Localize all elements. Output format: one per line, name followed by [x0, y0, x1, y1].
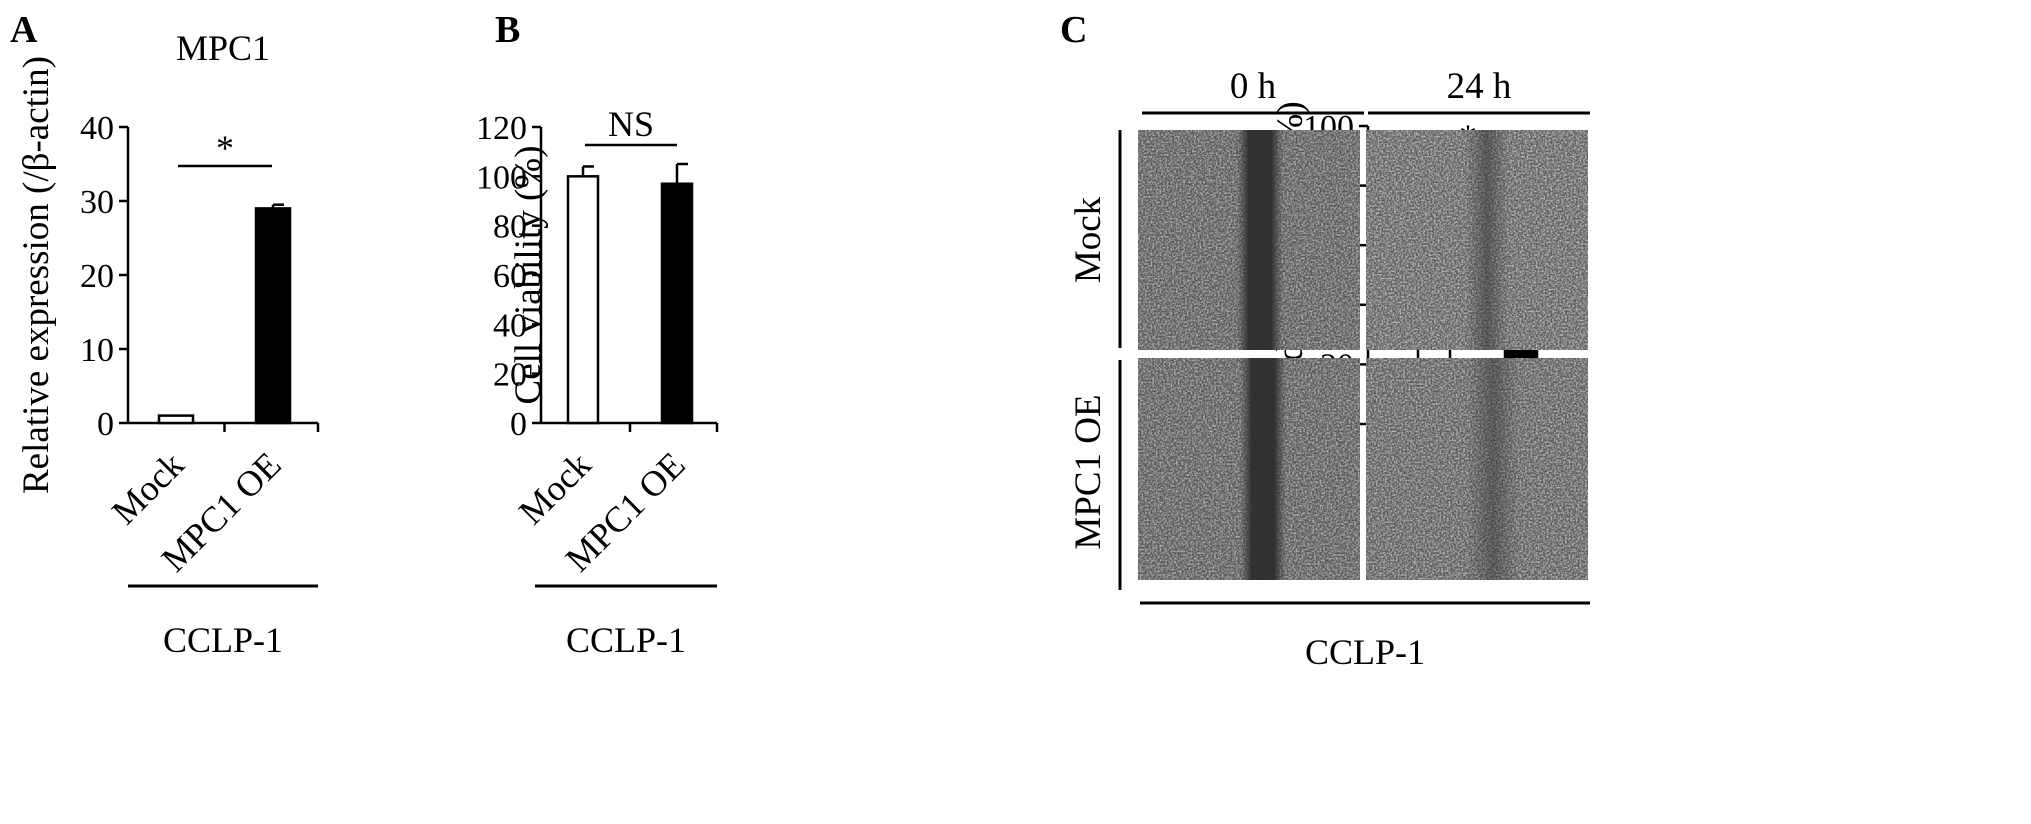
micrograph-mpc1-oe-0h [1138, 358, 1360, 580]
bar-mock [157, 414, 195, 425]
y-tick-label: 40 [493, 307, 527, 344]
bar-mpc1-oe [660, 182, 694, 425]
wound-healing-micrographs: 0 h 24 h Mock MPC1 OE CCLP- [1068, 66, 1590, 672]
y-tick-label: 100 [476, 159, 527, 196]
category-label: Mock [511, 444, 599, 532]
chart-a: 0 10 20 30 40 Relative expression (/β-actin) M… [16, 28, 320, 660]
column-label-24h: 24 h [1447, 66, 1512, 107]
y-tick-label: 20 [80, 258, 114, 295]
chart-title: MPC1 [176, 28, 270, 68]
y-tick-label: 60 [493, 258, 527, 295]
bar-mock [566, 175, 600, 425]
y-tick-label: 0 [97, 406, 114, 443]
y-tick-label: 30 [80, 184, 114, 221]
category-label: Mock [104, 444, 192, 532]
group-label: CCLP-1 [163, 620, 283, 660]
y-tick-label: 0 [510, 406, 527, 443]
micrograph-group-label: CCLP-1 [1305, 632, 1425, 672]
y-tick-label: 80 [493, 209, 527, 246]
y-tick-label: 40 [80, 110, 114, 147]
panel-a-label: A [10, 9, 38, 51]
significance-label: NS [608, 104, 654, 144]
column-label-0h: 0 h [1230, 66, 1277, 107]
significance-label: * [216, 128, 234, 168]
micrograph-mock-24h [1366, 130, 1588, 350]
y-axis-label: Cell viability (%) [508, 146, 549, 405]
panel-b-label: B [495, 9, 520, 51]
y-axis-label: Relative expression (/β-actin) [16, 56, 57, 494]
y-tick-label: 10 [80, 332, 114, 369]
group-label: CCLP-1 [566, 620, 686, 660]
row-label-mock: Mock [1068, 196, 1109, 283]
bar-mpc1-oe [254, 207, 292, 425]
panel-c-label: C [1060, 9, 1087, 51]
micrograph-mock-0h [1138, 130, 1360, 350]
y-tick-label: 120 [476, 110, 527, 147]
row-label-mpc1-oe: MPC1 OE [1068, 394, 1109, 549]
micrograph-mpc1-oe-24h [1366, 358, 1588, 580]
y-tick-label: 20 [493, 357, 527, 394]
